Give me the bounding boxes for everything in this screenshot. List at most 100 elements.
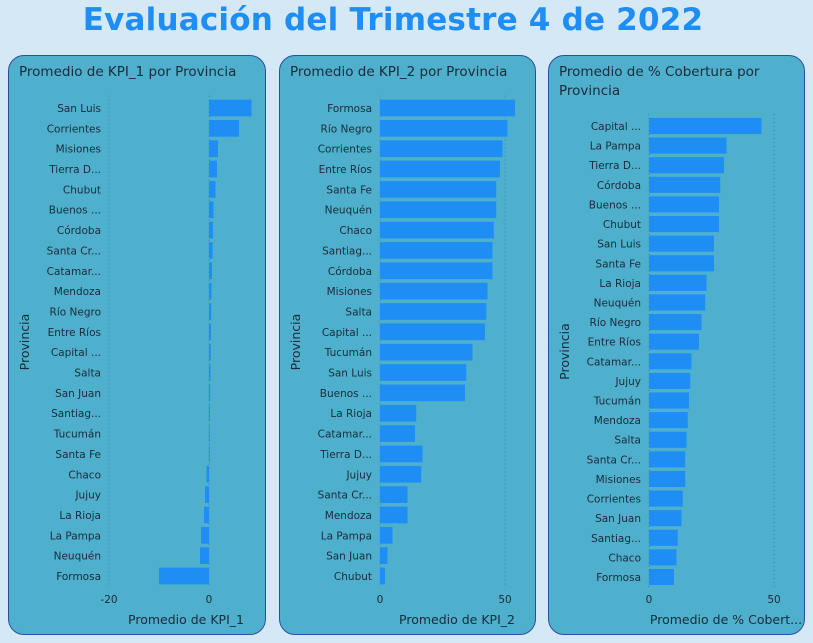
category-label: Tucumán	[324, 347, 372, 359]
category-label: San Luis	[328, 368, 372, 380]
category-label: Capital ...	[322, 327, 372, 339]
bar	[649, 431, 687, 448]
bar	[649, 568, 674, 586]
category-label: Santiag...	[322, 245, 372, 257]
bar	[649, 157, 724, 174]
category-label: Salta	[614, 435, 641, 447]
category-label: Córdoba	[597, 180, 641, 192]
category-label: Salta	[345, 306, 372, 318]
bar	[209, 303, 212, 320]
bar	[380, 221, 494, 239]
category-label: Mendoza	[594, 415, 641, 427]
category-label: Chaco	[68, 469, 101, 481]
category-label: Buenos ...	[320, 388, 372, 400]
x-axis-title: Promedio de % Cobert...	[650, 612, 802, 627]
bar	[649, 294, 706, 311]
bar	[380, 201, 497, 219]
x-tick-label: 0	[646, 594, 653, 606]
bar	[380, 567, 385, 585]
category-label: Jujuy	[345, 469, 372, 481]
bar	[209, 242, 213, 259]
x-tick-label: 0	[377, 594, 384, 606]
bar	[209, 262, 212, 280]
category-label: Capital ...	[591, 121, 641, 133]
bar	[649, 274, 707, 291]
category-label: Tucumán	[53, 429, 101, 441]
bar	[649, 137, 727, 154]
category-label: Entre Ríos	[319, 164, 372, 176]
bar	[649, 333, 699, 350]
bar	[200, 547, 209, 564]
category-label: Santa Cr...	[47, 245, 101, 257]
chart-panel-kpi1[interactable]: Promedio de KPI_1 por Provincia San Luis…	[8, 55, 266, 635]
category-label: Córdoba	[328, 266, 372, 278]
category-label: Misiones	[56, 144, 101, 156]
bar	[380, 181, 497, 198]
bar	[204, 506, 209, 524]
category-label: San Juan	[595, 513, 641, 525]
category-label: Corrientes	[587, 494, 641, 506]
bar	[159, 567, 209, 585]
category-label: Corrientes	[318, 144, 372, 156]
category-label: Chubut	[63, 184, 101, 196]
bar	[380, 425, 415, 442]
bar	[649, 451, 686, 468]
category-label: La Rioja	[59, 510, 101, 522]
bar	[209, 364, 211, 381]
bar	[649, 470, 686, 487]
bar	[649, 314, 702, 331]
bar	[380, 547, 388, 564]
category-label: Neuquén	[325, 205, 372, 217]
category-label: Santiag...	[51, 408, 101, 420]
category-label: Misiones	[596, 474, 641, 486]
bar	[209, 425, 210, 442]
category-label: Capital ...	[51, 347, 101, 359]
bar	[649, 176, 721, 193]
category-label: Santa Cr...	[318, 490, 372, 502]
bar	[380, 140, 503, 158]
y-axis-title: Provincia	[288, 314, 303, 371]
bar	[380, 99, 515, 117]
category-label: La Rioja	[330, 408, 372, 420]
bar	[209, 384, 211, 402]
chart-panel-kpi2[interactable]: Promedio de KPI_2 por Provincia Formosa R…	[279, 55, 536, 635]
category-label: Salta	[74, 368, 101, 380]
category-label: Chaco	[339, 225, 372, 237]
category-label: San Juan	[326, 551, 372, 563]
category-label: San Juan	[55, 388, 101, 400]
category-label: Córdoba	[57, 225, 101, 237]
category-label: Tierra D...	[588, 160, 641, 172]
x-tick-label: 50	[767, 594, 780, 606]
bar	[380, 343, 473, 361]
bar	[380, 120, 508, 137]
category-label: Río Negro	[321, 123, 372, 135]
category-label: Catamar...	[587, 356, 641, 368]
category-label: Río Negro	[590, 317, 641, 329]
category-label: Tierra D...	[48, 164, 101, 176]
category-label: Santa Cr...	[587, 454, 641, 466]
category-label: Río Negro	[50, 306, 101, 318]
category-label: Neuquén	[594, 297, 641, 309]
category-label: Buenos ...	[49, 205, 101, 217]
bar	[380, 486, 408, 503]
category-label: Chaco	[608, 552, 641, 564]
category-label: Neuquén	[54, 551, 101, 563]
bar	[380, 323, 485, 341]
bar	[380, 526, 393, 544]
x-tick-label: 50	[498, 594, 511, 606]
category-label: Mendoza	[325, 510, 372, 522]
category-label: Misiones	[327, 286, 372, 298]
category-label: Santiag...	[591, 533, 641, 545]
x-axis-title: Promedio de KPI_1	[128, 612, 244, 627]
x-tick-label: -20	[100, 594, 117, 606]
bar	[649, 353, 692, 370]
chart-panel-cobertura[interactable]: Promedio de % Cobertura por Provincia Ca…	[548, 55, 805, 635]
category-label: San Luis	[597, 239, 641, 251]
bar	[649, 196, 719, 213]
bar	[380, 465, 422, 483]
bar	[209, 445, 210, 463]
x-axis-title: Promedio de KPI_2	[399, 612, 515, 627]
category-label: La Pampa	[590, 141, 641, 153]
bar	[380, 282, 488, 300]
bar	[209, 221, 213, 239]
